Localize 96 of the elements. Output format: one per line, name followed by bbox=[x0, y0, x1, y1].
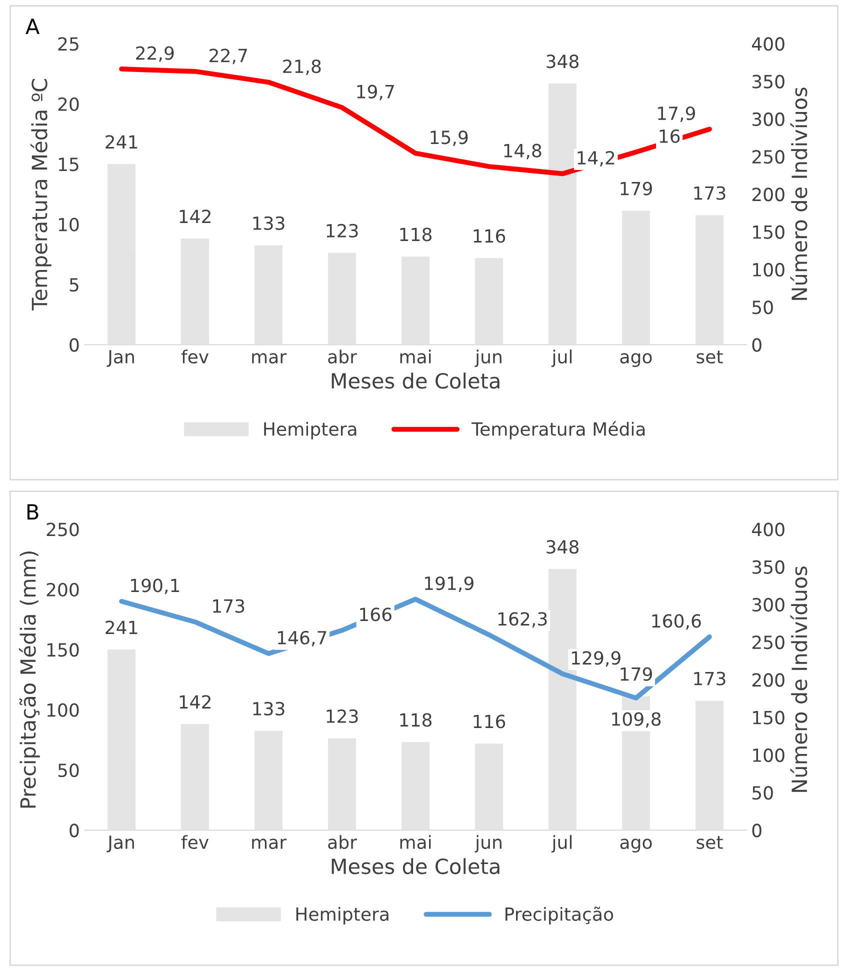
x-tick-label: set bbox=[696, 836, 723, 850]
x-tick-label: mai bbox=[400, 350, 431, 364]
y-axis-title: Precipitação Média (mm) bbox=[18, 552, 40, 808]
data-label: 173 bbox=[694, 672, 726, 686]
x-tick-label: Jan bbox=[106, 836, 134, 852]
y-tick-label: 0 bbox=[70, 338, 79, 352]
x-tick-label: abr bbox=[328, 835, 357, 850]
x-tick-label: mai bbox=[400, 835, 431, 850]
y-tick-label: 20 bbox=[58, 97, 79, 112]
y2-tick-label: 400 bbox=[752, 522, 784, 536]
data-label: 160,6 bbox=[652, 614, 701, 630]
x-tick-label: fev bbox=[181, 350, 209, 364]
y-tick-label: 0 bbox=[70, 824, 79, 838]
y-tick-label: 15 bbox=[58, 158, 78, 172]
y-tick-label: 200 bbox=[46, 582, 79, 597]
data-label: 241 bbox=[106, 620, 138, 634]
x-tick-label: jul bbox=[551, 835, 572, 853]
data-label: 123 bbox=[326, 224, 358, 238]
data-label: 123 bbox=[326, 709, 358, 724]
data-label: 14,2 bbox=[578, 151, 614, 167]
y2-tick-label: 100 bbox=[753, 748, 784, 762]
data-label: 166 bbox=[360, 608, 392, 622]
x-tick-label: jun bbox=[474, 835, 502, 853]
x-axis-title: Meses de Coleta bbox=[332, 858, 500, 874]
y2-axis-title: Número de Indivíuos bbox=[790, 88, 808, 300]
legend-label: Hemiptera bbox=[264, 422, 356, 440]
y-tick-label: 150 bbox=[47, 643, 79, 657]
data-label: 162,3 bbox=[498, 612, 547, 628]
data-label: 191,9 bbox=[424, 576, 474, 592]
data-label: 19,7 bbox=[357, 84, 394, 100]
data-label: 241 bbox=[106, 135, 138, 148]
data-label: 22,7 bbox=[210, 48, 247, 64]
x-tick-label: mar bbox=[252, 838, 287, 850]
y2-tick-label: 350 bbox=[752, 560, 784, 574]
y2-tick-label: 200 bbox=[752, 673, 784, 687]
y-tick-label: 100 bbox=[47, 703, 79, 717]
text: A bbox=[26, 18, 40, 34]
data-label: 22,9 bbox=[136, 46, 174, 62]
data-label: 15,9 bbox=[430, 130, 468, 146]
y2-tick-label: 250 bbox=[752, 150, 784, 164]
y2-tick-label: 300 bbox=[752, 598, 784, 612]
data-label: 21,8 bbox=[283, 60, 321, 76]
y2-tick-label: 50 bbox=[752, 300, 773, 314]
data-label: 16 bbox=[660, 129, 680, 144]
data-label: 116 bbox=[474, 229, 506, 243]
y2-tick-label: 400 bbox=[752, 37, 784, 51]
y2-tick-label: 350 bbox=[752, 74, 784, 88]
y2-tick-label: 150 bbox=[753, 225, 784, 239]
x-tick-label: abr bbox=[328, 350, 357, 364]
data-label: 348 bbox=[546, 54, 578, 68]
y2-axis-title: Número de Indivíduos bbox=[790, 566, 808, 792]
legend-label: Hemiptera bbox=[296, 906, 388, 924]
data-label: 146,7 bbox=[278, 630, 326, 646]
y2-tick-label: 250 bbox=[752, 636, 784, 650]
text: B bbox=[27, 504, 38, 520]
data-label: 173 bbox=[694, 186, 726, 200]
y-tick-label: 5 bbox=[70, 278, 78, 292]
y2-tick-label: 300 bbox=[752, 112, 784, 126]
data-label: 179 bbox=[620, 667, 652, 681]
y-tick-label: 25 bbox=[58, 37, 78, 51]
y-tick-label: 250 bbox=[46, 522, 79, 536]
data-label: 118 bbox=[400, 228, 432, 242]
x-tick-label: set bbox=[696, 350, 723, 364]
y2-tick-label: 150 bbox=[753, 710, 784, 724]
x-tick-label: Jan bbox=[106, 350, 134, 367]
data-label: 173 bbox=[213, 599, 244, 613]
legend-label: Precipitação bbox=[506, 906, 614, 924]
legend-label: Temperatura Média bbox=[472, 421, 645, 440]
x-tick-label: mar bbox=[252, 353, 287, 364]
data-label: 118 bbox=[400, 713, 432, 727]
data-label: 142 bbox=[180, 210, 210, 223]
y-tick-label: 10 bbox=[58, 218, 79, 232]
y2-tick-label: 200 bbox=[752, 188, 784, 202]
y2-tick-label: 50 bbox=[752, 786, 773, 800]
y2-tick-label: 0 bbox=[752, 824, 762, 838]
x-tick-label: ago bbox=[620, 838, 652, 853]
x-axis-title: Meses de Coleta bbox=[332, 372, 500, 389]
data-label: 129,9 bbox=[572, 651, 620, 667]
data-label: 142 bbox=[180, 695, 210, 708]
data-label: 109,8 bbox=[612, 712, 661, 728]
data-label: 133 bbox=[253, 702, 284, 716]
data-label: 17,9 bbox=[658, 106, 695, 122]
y2-tick-label: 100 bbox=[753, 262, 784, 277]
x-tick-label: jun bbox=[474, 350, 502, 368]
y-tick-label: 50 bbox=[58, 763, 79, 778]
data-label: 116 bbox=[474, 714, 506, 728]
x-tick-label: fev bbox=[181, 835, 209, 850]
data-label: 133 bbox=[253, 216, 284, 230]
data-label: 14,8 bbox=[504, 144, 542, 160]
y2-tick-label: 0 bbox=[752, 338, 762, 352]
data-label: 179 bbox=[620, 182, 652, 196]
x-tick-label: jul bbox=[551, 350, 572, 368]
data-label: 190,1 bbox=[131, 578, 180, 594]
data-label: 348 bbox=[546, 540, 578, 554]
y-axis-title: Temperatura Média ºC bbox=[30, 79, 52, 311]
x-tick-label: ago bbox=[620, 353, 652, 368]
